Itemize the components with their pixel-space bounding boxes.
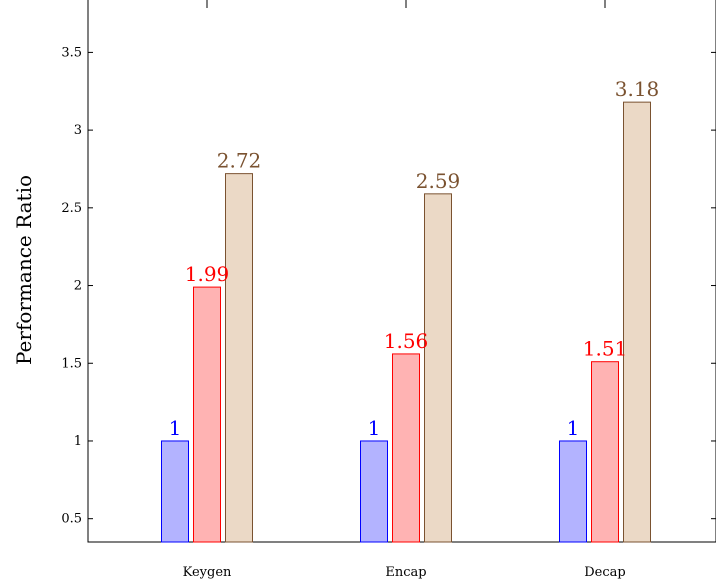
- y-axis-title: Performance Ratio: [12, 175, 36, 365]
- y-tick-label: 2.5: [61, 201, 82, 216]
- bar-keygen-series-3: [225, 173, 253, 543]
- data-label: 2.72: [217, 149, 262, 173]
- bar-encap-series-3: [424, 193, 452, 543]
- data-label: 1.51: [583, 337, 628, 361]
- y-tick-label: 2: [74, 279, 82, 294]
- y-tick-label: 3.5: [61, 45, 82, 60]
- bar-keygen-series-1: [161, 440, 189, 543]
- x-tick-label: Encap: [385, 565, 426, 580]
- data-label: 1.99: [185, 262, 230, 286]
- y-tick-label: 1: [74, 434, 82, 449]
- data-labels-group: 1 1.99 2.72 1 1.56 2.59 1 1.51 3.18: [169, 77, 660, 440]
- bar-encap-series-2: [392, 353, 420, 543]
- y-tick-label: 0.5: [61, 512, 82, 527]
- y-tick-label: 3: [74, 123, 82, 138]
- data-label: 1.56: [384, 329, 429, 353]
- x-tick-labels: Keygen Encap Decap: [183, 565, 626, 580]
- bar-keygen-series-2: [193, 286, 221, 543]
- data-label: 1: [368, 416, 381, 440]
- data-label: 2.59: [416, 169, 461, 193]
- bars-group: [161, 101, 651, 543]
- data-label: 1: [169, 416, 182, 440]
- x-tick-label: Keygen: [183, 565, 232, 580]
- bar-encap-series-1: [360, 440, 388, 543]
- data-label: 3.18: [615, 77, 660, 101]
- bar-decap-series-3: [623, 101, 651, 543]
- y-tick-labels: 0.5 1 1.5 2 2.5 3 3.5: [61, 45, 82, 526]
- x-tick-label: Decap: [584, 565, 625, 580]
- y-tick-label: 1.5: [61, 356, 82, 371]
- data-label: 1: [567, 416, 580, 440]
- bar-decap-series-2: [591, 361, 619, 543]
- bar-decap-series-1: [559, 440, 587, 543]
